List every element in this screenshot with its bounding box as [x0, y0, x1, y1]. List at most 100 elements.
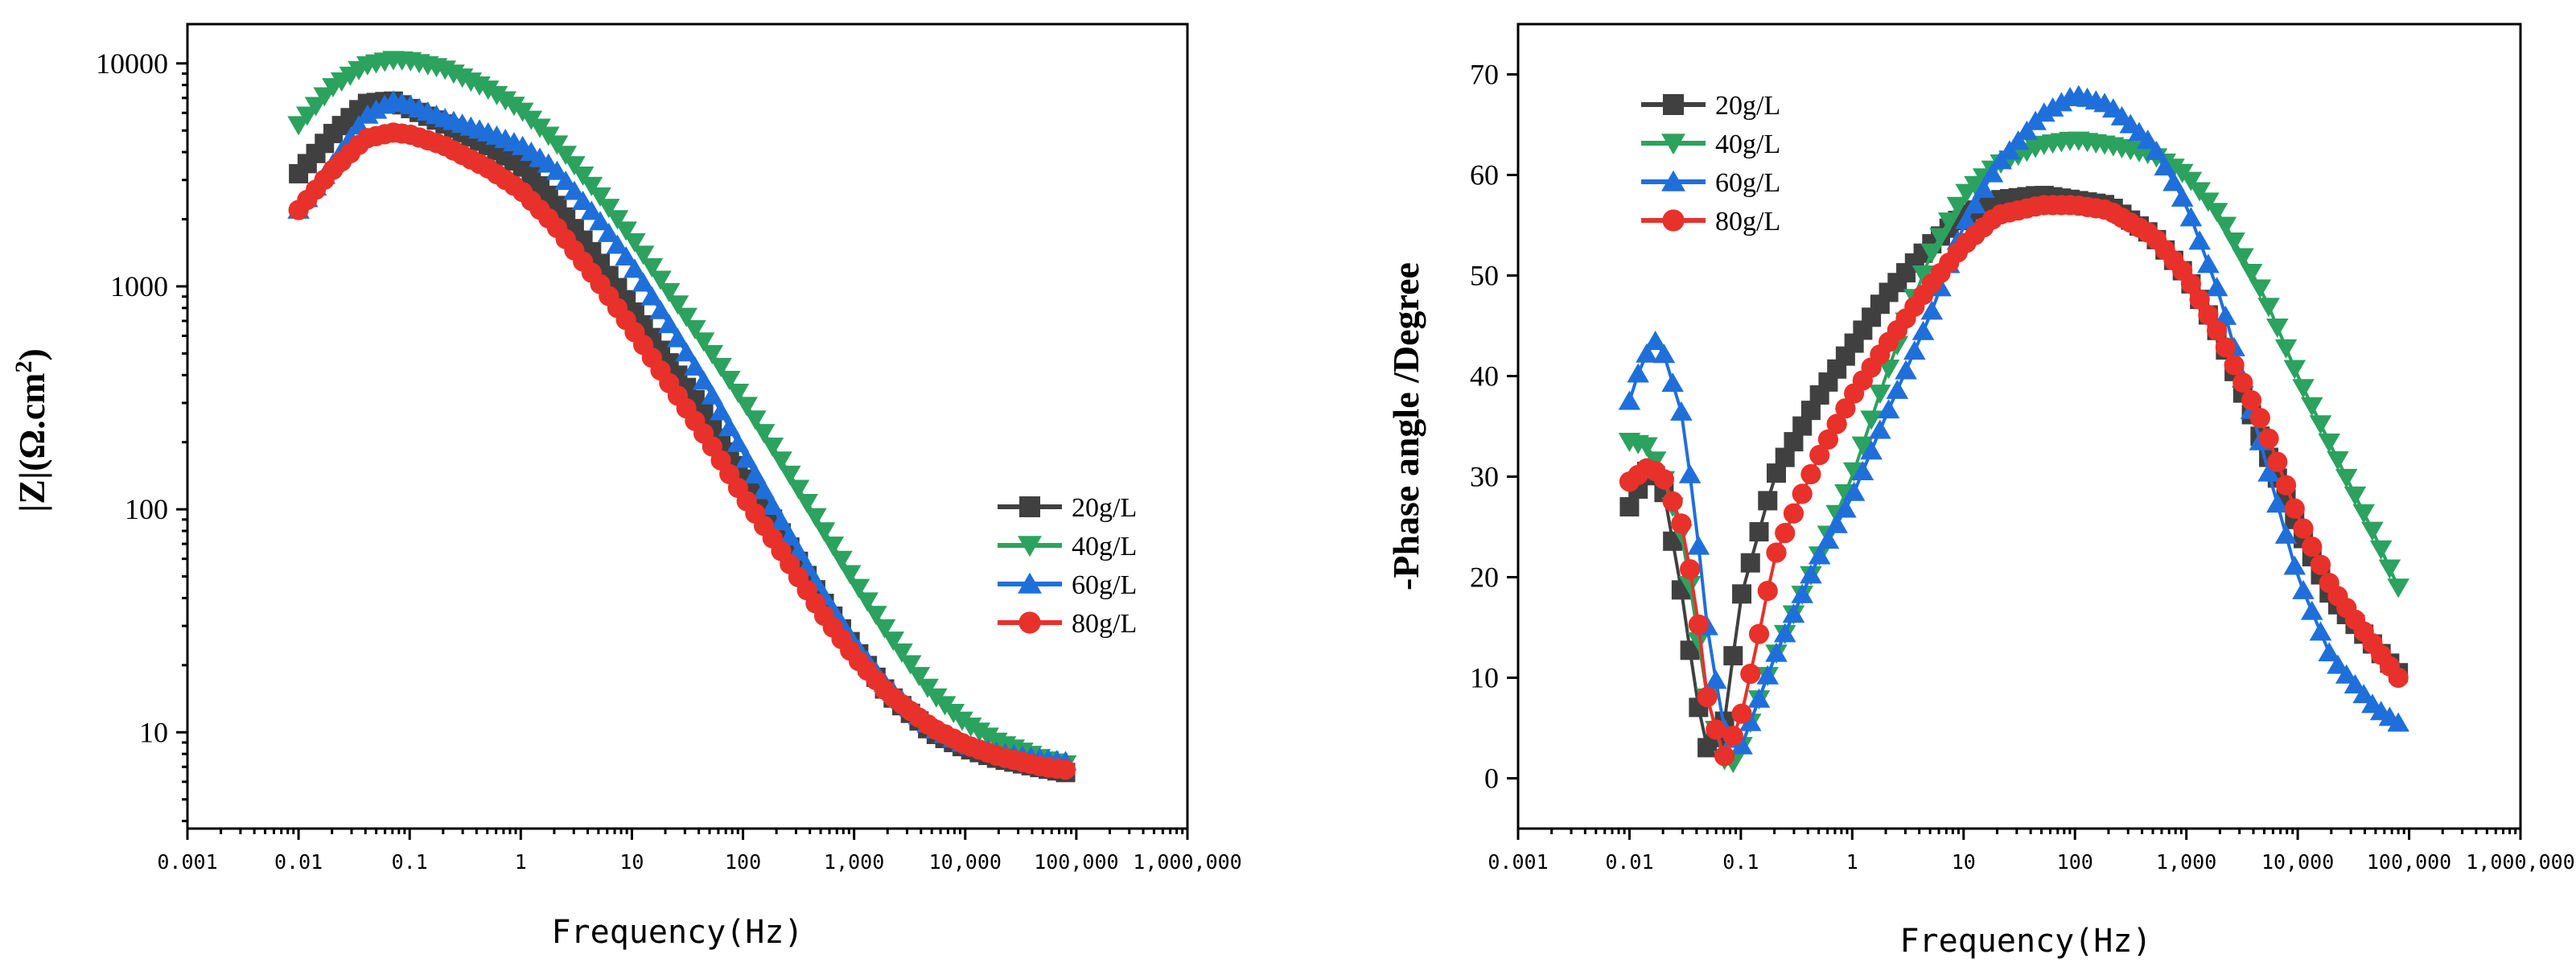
data-point — [2275, 475, 2297, 496]
data-point — [2188, 230, 2211, 250]
data-point — [2344, 486, 2367, 506]
data-point — [1835, 398, 1856, 419]
data-point — [1697, 686, 1718, 708]
x-tick-label: 10 — [619, 850, 644, 874]
y-tick-label: 30 — [1470, 461, 1499, 493]
data-point — [1705, 669, 1727, 689]
data-point — [545, 160, 569, 180]
data-point — [882, 631, 905, 652]
y-tick-label: 60 — [1470, 159, 1499, 191]
legend-marker — [1018, 611, 1041, 634]
data-point — [1929, 228, 1952, 248]
data-point — [2033, 102, 2055, 122]
data-point — [2215, 337, 2236, 358]
data-point — [545, 135, 569, 155]
data-point — [2241, 390, 2262, 411]
data-point — [2145, 140, 2168, 160]
data-point — [1792, 483, 1813, 504]
data-point — [2352, 504, 2375, 524]
y-axis-title: |Z|(Ω.cm2) — [10, 348, 52, 512]
data-point — [761, 437, 784, 457]
data-point — [1809, 445, 1830, 466]
data-point — [1886, 379, 1909, 399]
data-point — [752, 424, 776, 444]
data-point — [1687, 535, 1710, 555]
legend-label: 80g/L — [1072, 609, 1137, 639]
data-point — [847, 578, 870, 599]
x-tick-label: 10 — [1952, 850, 1976, 874]
data-point — [1619, 497, 1640, 516]
legend-label: 60g/L — [1072, 570, 1137, 600]
data-point — [623, 232, 646, 253]
data-point — [778, 465, 801, 485]
x-tick-label: 10,000 — [929, 850, 1002, 874]
data-point — [2300, 600, 2323, 620]
data-point — [2214, 216, 2237, 237]
x-tick-label: 1,000,000 — [2466, 850, 2574, 874]
data-point — [2300, 397, 2323, 417]
data-point — [692, 370, 715, 390]
y-tick-label: 40 — [1470, 360, 1499, 393]
legend-label: 20g/L — [1072, 493, 1137, 523]
data-point — [1766, 542, 1787, 563]
data-point — [313, 87, 336, 107]
data-point — [2266, 493, 2289, 513]
x-tick-label: 10,000 — [2261, 850, 2334, 874]
legend-marker — [1661, 170, 1685, 191]
data-point — [710, 401, 732, 421]
data-point — [1670, 401, 1693, 421]
data-point — [701, 344, 724, 364]
x-tick-label: 100 — [725, 850, 761, 874]
data-point — [1055, 759, 1076, 780]
data-point — [666, 295, 689, 315]
data-point — [1782, 603, 1805, 623]
data-point — [554, 146, 577, 166]
data-point — [1800, 564, 1822, 584]
data-point — [287, 116, 310, 136]
data-point — [1860, 440, 1883, 460]
data-point — [692, 332, 715, 352]
series-80g/L — [1619, 195, 2409, 767]
data-point — [1653, 469, 1674, 490]
data-point — [2274, 524, 2298, 544]
series-line — [297, 130, 1066, 771]
data-point — [563, 180, 586, 200]
data-point — [2267, 451, 2288, 472]
data-point — [1749, 522, 1769, 542]
data-point — [2249, 279, 2272, 299]
data-point — [1911, 320, 1935, 340]
data-point — [821, 537, 845, 557]
series-20g/L — [289, 91, 1076, 783]
data-point — [1946, 196, 1969, 216]
data-point — [735, 397, 758, 417]
data-point — [2309, 415, 2332, 435]
data-point — [726, 432, 750, 452]
data-point — [1723, 646, 1743, 666]
x-tick-label: 100,000 — [1034, 850, 1118, 874]
data-point — [2292, 579, 2315, 599]
data-point — [649, 270, 672, 290]
legend-item: 40g/L — [1641, 130, 1780, 159]
x-tick-label: 0.001 — [157, 850, 217, 874]
data-point — [761, 496, 784, 516]
data-point — [364, 99, 388, 119]
data-point — [2388, 667, 2409, 689]
data-point — [1678, 575, 1702, 595]
data-point — [1688, 614, 1709, 636]
data-point — [744, 464, 767, 484]
data-point — [1851, 461, 1874, 481]
data-point — [752, 479, 776, 500]
data-point — [2198, 304, 2219, 326]
data-point — [1739, 711, 1762, 731]
data-point — [2293, 518, 2314, 539]
data-point — [1981, 162, 2004, 183]
x-tick-label: 100,000 — [2367, 850, 2451, 874]
data-point — [2162, 171, 2185, 191]
data-point — [796, 494, 818, 514]
data-point — [1680, 559, 1701, 580]
data-point — [571, 190, 595, 210]
data-point — [2179, 171, 2203, 191]
phase-angle-chart: 0.001 0.01 0.1 1 10 100 1,000 10,000 100,000 1,00… — [1385, 23, 2575, 960]
data-point — [675, 342, 697, 362]
